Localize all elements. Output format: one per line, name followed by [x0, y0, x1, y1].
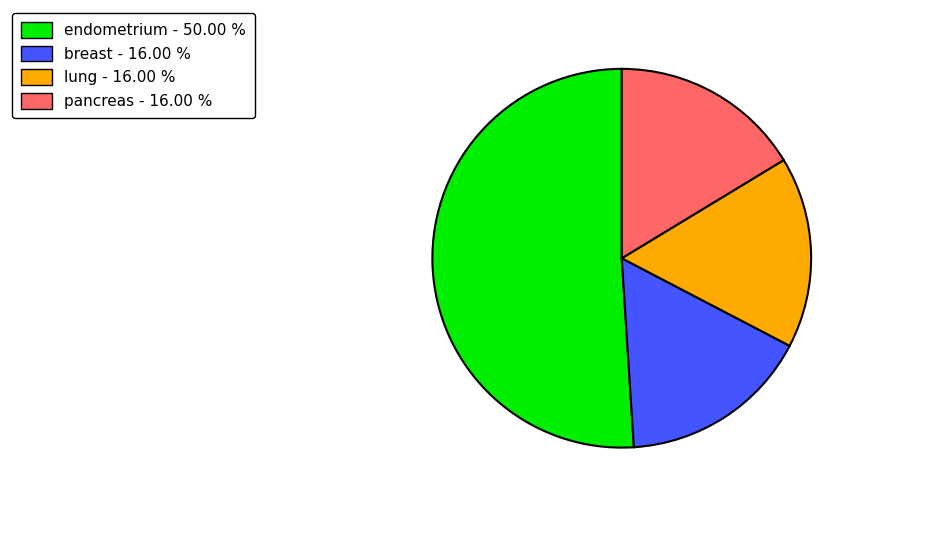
Wedge shape — [621, 258, 789, 447]
Wedge shape — [621, 160, 810, 346]
Legend: endometrium - 50.00 %, breast - 16.00 %, lung - 16.00 %, pancreas - 16.00 %: endometrium - 50.00 %, breast - 16.00 %,… — [12, 13, 255, 118]
Wedge shape — [432, 69, 633, 448]
Wedge shape — [621, 69, 783, 258]
